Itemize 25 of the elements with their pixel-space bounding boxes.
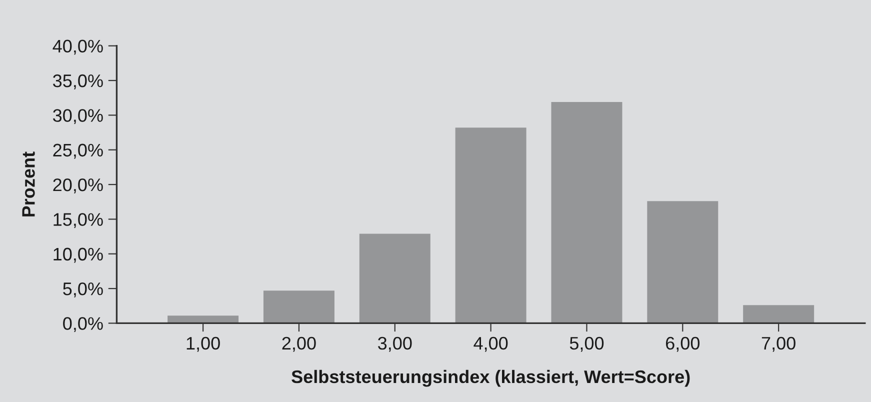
y-axis-title: Prozent (22, 152, 35, 216)
bar (743, 305, 814, 324)
x-tick-label: 6,00 (666, 336, 700, 352)
y-tick-label: 0,0% (63, 317, 103, 332)
bar (168, 316, 239, 324)
y-tick-label: 10,0% (54, 248, 103, 263)
bar (263, 290, 334, 324)
y-tick-label: 20,0% (53, 178, 103, 194)
y-tick-label: 5,0% (63, 282, 103, 298)
x-tick-label: 1,00 (186, 336, 220, 352)
x-tick-label: 3,00 (378, 336, 412, 352)
bar (359, 234, 430, 324)
bar (455, 128, 526, 324)
bar (551, 102, 622, 324)
x-tick-label: 2,00 (282, 336, 316, 352)
x-tick-label: 4,00 (474, 336, 508, 352)
y-tick-label: 35,0% (53, 74, 103, 90)
y-tick-label: 15,0% (54, 213, 103, 228)
bar (647, 201, 718, 324)
y-tick-label: 40,0% (52, 40, 103, 55)
x-axis-title: Selbststeuerungsindex (klassiert, Wert=Score) (292, 370, 690, 387)
y-tick-label: 25,0% (53, 144, 103, 159)
y-tick-label: 30,0% (53, 109, 103, 124)
x-tick-label: 5,00 (570, 336, 604, 352)
x-tick-label: 7,00 (762, 336, 796, 352)
